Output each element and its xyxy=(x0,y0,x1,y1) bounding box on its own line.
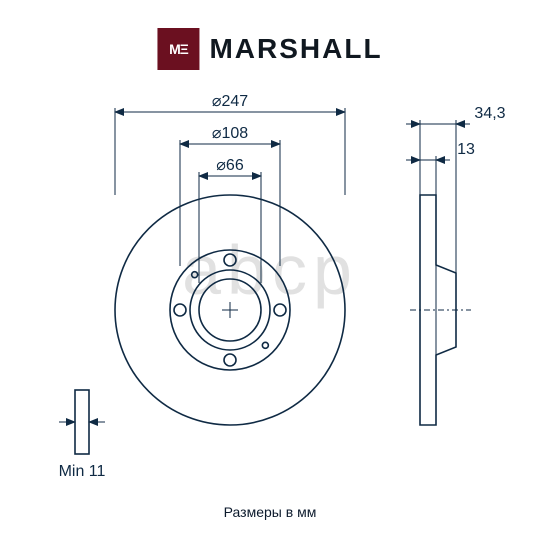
svg-text:⌀66: ⌀66 xyxy=(216,157,244,174)
svg-text:Min 11: Min 11 xyxy=(59,463,106,480)
svg-text:⌀108: ⌀108 xyxy=(212,125,248,142)
technical-drawing: ⌀247 ⌀108 ⌀66 34,3 13 Min 11 xyxy=(20,90,520,490)
units-caption: Размеры в мм xyxy=(0,504,540,520)
brand-badge: MΞ xyxy=(157,28,199,70)
brand-logo: MΞ MARSHALL xyxy=(157,28,382,70)
svg-text:⌀247: ⌀247 xyxy=(212,93,248,110)
svg-text:13: 13 xyxy=(457,141,475,158)
svg-text:34,3: 34,3 xyxy=(474,105,505,122)
brand-name: MARSHALL xyxy=(209,33,382,65)
